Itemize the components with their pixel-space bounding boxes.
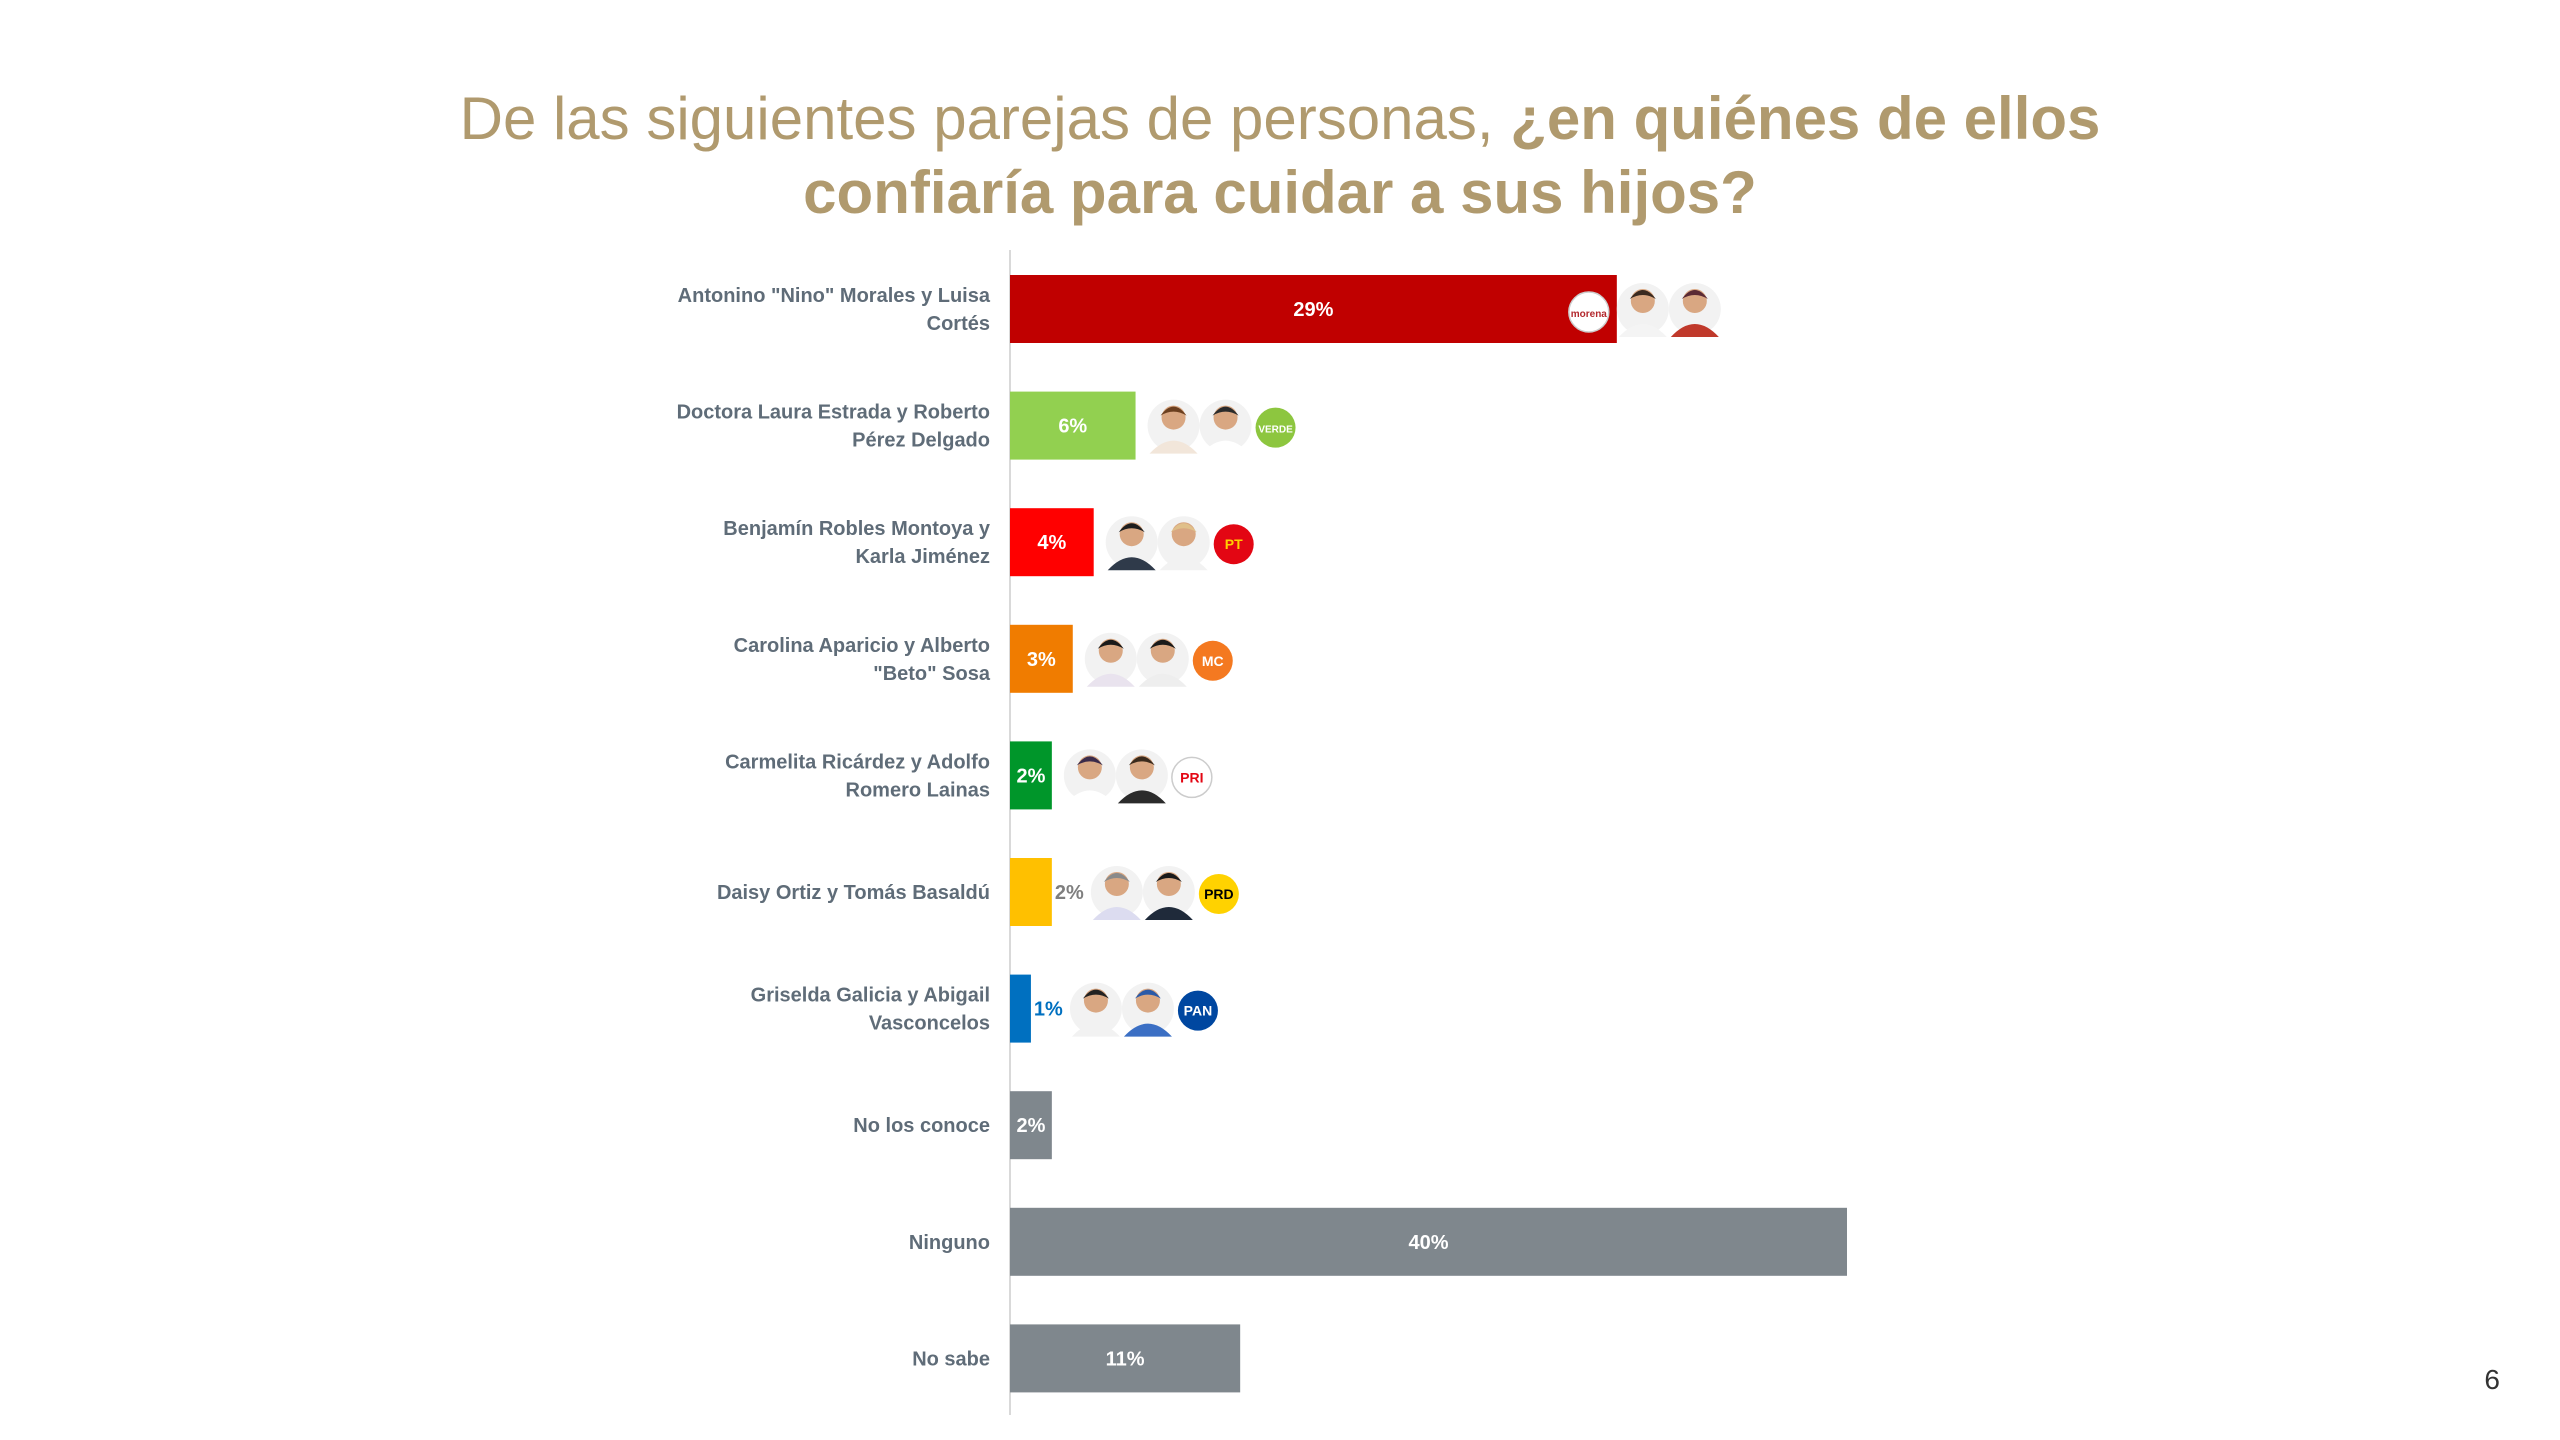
category-label: Griselda Galicia y Abigail Vasconcelos — [751, 985, 990, 1035]
category-label: Carolina Aparicio y Alberto "Beto" Sosa — [734, 635, 991, 685]
mc-logo: MC — [1192, 640, 1233, 681]
bar — [1010, 1091, 1052, 1160]
candidate-photo — [1084, 632, 1137, 687]
candidate-photo — [1063, 749, 1116, 804]
morena-logo: morena — [1568, 291, 1610, 333]
candidate-photo — [1090, 866, 1143, 920]
svg-text:PAN: PAN — [1184, 1003, 1213, 1019]
candidate-photo — [1121, 982, 1174, 1037]
category-label: Carmelita Ricárdez y Adolfo Romero Lainas — [725, 751, 990, 801]
verde-logo: VERDE — [1255, 407, 1296, 448]
bar — [1010, 624, 1073, 693]
bar-row: Antonino "Nino" Morales y Luisa Cortés 29%… — [678, 275, 1721, 343]
category-label: Daisy Ortiz y Tomás Basaldú — [717, 882, 990, 904]
svg-text:morena: morena — [1571, 309, 1608, 320]
category-label: No sabe — [912, 1348, 990, 1370]
data-label: 11% — [1106, 1348, 1145, 1370]
candidate-photo — [1668, 283, 1721, 337]
title-bold-line2: confiaría para cuidar a sus hijos? — [803, 159, 1757, 226]
bar-row: Benjamín Robles Montoya y Karla Jiménez 4%… — [723, 508, 1254, 577]
bar — [1010, 275, 1617, 343]
bar-row: Ninguno 40% — [909, 1207, 1847, 1276]
svg-text:PRD: PRD — [1204, 886, 1234, 902]
svg-text:VERDE: VERDE — [1258, 425, 1293, 436]
candidate-photo — [1105, 516, 1158, 571]
title-regular: De las siguientes parejas de personas, — [459, 85, 1511, 152]
pan-logo: PAN — [1177, 990, 1218, 1031]
data-label: 6% — [1058, 416, 1087, 438]
bar-row: Carolina Aparicio y Alberto "Beto" Sosa 3%… — [734, 624, 1233, 693]
data-label: 40% — [1408, 1232, 1448, 1254]
bar-row: Daisy Ortiz y Tomás Basaldú 2% PRD — [717, 858, 1239, 926]
candidate-photo — [1142, 866, 1195, 920]
bar-row: No sabe 11% — [912, 1324, 1241, 1393]
svg-text:PT: PT — [1225, 536, 1243, 552]
candidate-photo — [1157, 516, 1210, 571]
bar-row: Doctora Laura Estrada y Roberto Pérez Del… — [677, 391, 1296, 460]
candidate-photo — [1616, 283, 1669, 337]
bar — [1010, 1207, 1847, 1276]
svg-text:MC: MC — [1202, 653, 1224, 669]
data-label: 3% — [1027, 649, 1056, 671]
bar-row: No los conoce 2% — [853, 1091, 1052, 1160]
candidate-photo — [1199, 399, 1252, 454]
category-label: Ninguno — [909, 1232, 990, 1254]
category-label: Antonino "Nino" Morales y Luisa Cortés — [678, 285, 991, 335]
data-label: 1% — [1034, 999, 1063, 1021]
bar-row: Griselda Galicia y Abigail Vasconcelos 1% P… — [751, 974, 1218, 1043]
data-label: 2% — [1016, 1115, 1045, 1137]
bar — [1010, 858, 1052, 926]
page-title: De las siguientes parejas de personas, ¿… — [0, 82, 2560, 230]
category-label: No los conoce — [853, 1115, 990, 1137]
category-label: Benjamín Robles Montoya y Karla Jiménez — [723, 518, 991, 568]
candidate-photo — [1136, 632, 1189, 687]
pri-logo: PRI — [1171, 756, 1213, 799]
bar-row: Carmelita Ricárdez y Adolfo Romero Lainas… — [725, 741, 1213, 810]
page-number: 6 — [2484, 1364, 2500, 1395]
candidate-photo — [1115, 749, 1168, 804]
title-bold-line1: ¿en quiénes de ellos — [1510, 85, 2101, 152]
bar — [1010, 391, 1136, 460]
category-label: Doctora Laura Estrada y Roberto Pérez Del… — [677, 402, 990, 452]
prd-logo: PRD — [1198, 874, 1239, 914]
bar — [1010, 1324, 1241, 1393]
data-label: 29% — [1293, 299, 1333, 321]
candidate-photo — [1069, 982, 1122, 1037]
pt-logo: PT — [1213, 524, 1254, 565]
candidate-photo — [1147, 399, 1200, 454]
svg-text:PRI: PRI — [1180, 769, 1203, 785]
bar — [1010, 974, 1031, 1043]
bar — [1010, 741, 1052, 810]
bar — [1010, 508, 1094, 577]
data-label: 2% — [1055, 882, 1084, 904]
data-label: 2% — [1016, 765, 1045, 787]
data-label: 4% — [1037, 532, 1066, 554]
